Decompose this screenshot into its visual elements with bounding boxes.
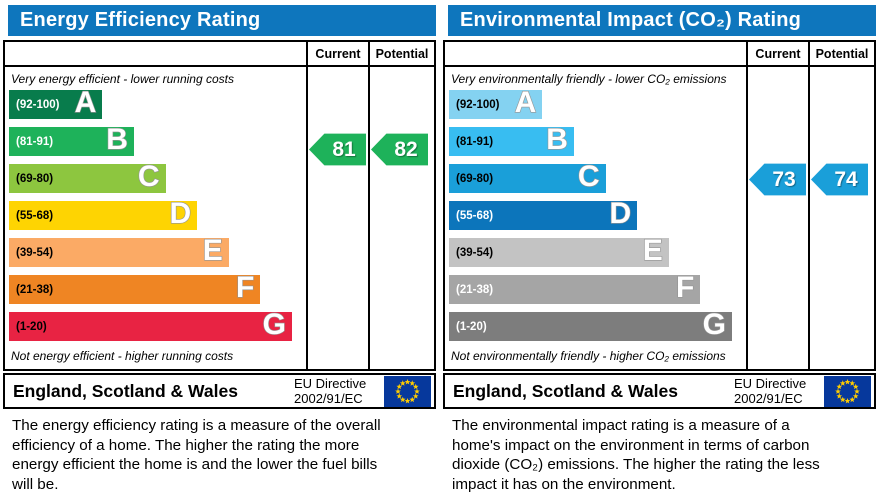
energy-rating-table: Current Potential Very energy efficient … [3, 40, 436, 371]
energy-band-f: (21-38) F [9, 271, 261, 304]
environment-potential-value: 74 [834, 167, 858, 191]
environment-bottom-note: Not environmentally friendly - higher CO… [451, 349, 726, 363]
environment-band-d: (55-68) D [449, 197, 638, 230]
eu-directive-line1: EU Directive [294, 376, 367, 391]
band-range-label: (81-91) [16, 135, 54, 148]
environment-panel-title-bar: Environmental Impact (CO₂) Rating [448, 5, 876, 36]
energy-eu-directive: EU Directive 2002/91/EC [294, 376, 378, 406]
band-range-label: (21-38) [456, 283, 494, 296]
environment-panel-title: Environmental Impact (CO₂) Rating [460, 9, 802, 31]
environment-current-value: 73 [772, 167, 796, 191]
energy-band-c: (69-80) C [9, 160, 166, 193]
band-letter: B [106, 123, 129, 156]
band-letter: A [514, 86, 537, 119]
energy-footer: England, Scotland & Wales EU Directive 2… [3, 373, 436, 409]
environment-band-b: (81-91) B [449, 123, 574, 156]
band-range-label: (55-68) [456, 209, 494, 222]
band-range-label: (1-20) [456, 320, 487, 333]
band-letter: G [262, 308, 287, 341]
eu-directive-line1: EU Directive [734, 376, 807, 391]
energy-top-note: Very energy efficient - lower running co… [11, 72, 234, 86]
energy-description-text: The energy efficiency rating is a measur… [12, 417, 381, 493]
band-letter: F [675, 271, 695, 304]
environment-current-rating-arrow: 73 [749, 163, 806, 196]
band-letter: F [235, 271, 255, 304]
band-range-label: (39-54) [16, 246, 54, 259]
band-letter: D [169, 197, 192, 230]
energy-band-e: (39-54) E [9, 234, 229, 267]
environment-top-note: Very environmentally friendly - lower CO… [451, 72, 727, 86]
energy-band-d: (55-68) D [9, 197, 198, 230]
band-letter: D [609, 197, 632, 230]
band-range-label: (55-68) [16, 209, 54, 222]
energy-band-b: (81-91) B [9, 123, 134, 156]
band-letter: C [137, 160, 160, 193]
band-range-label: (92-100) [456, 98, 500, 111]
environment-band-e: (39-54) E [449, 234, 669, 267]
energy-potential-rating-arrow: 82 [371, 133, 428, 166]
environmental-impact-panel: Environmental Impact (CO₂) Rating Curren… [443, 5, 876, 493]
band-range-label: (21-38) [16, 283, 54, 296]
energy-current-cell: 81 [306, 67, 368, 369]
environment-band-a: (92-100) A [449, 86, 543, 119]
environment-band-c: (69-80) C [449, 160, 606, 193]
environment-current-cell: 73 [746, 67, 808, 369]
energy-potential-value: 82 [394, 137, 418, 161]
environment-band-f: (21-38) F [449, 271, 701, 304]
band-letter: A [74, 86, 97, 119]
band-range-label: (81-91) [456, 135, 494, 148]
environment-band-g: (1-20) G [449, 308, 732, 341]
eu-directive-line2: 2002/91/EC [734, 391, 803, 406]
environment-potential-cell: 74 [808, 67, 874, 369]
energy-current-column-header: Current [306, 42, 368, 67]
energy-efficiency-panel: Energy Efficiency Rating Current Potenti… [3, 5, 436, 493]
eu-flag-icon [824, 375, 871, 407]
energy-region-label: England, Scotland & Wales [13, 380, 238, 401]
environment-band-area: Very environmentally friendly - lower CO… [445, 67, 746, 369]
band-range-label: (39-54) [456, 246, 494, 259]
energy-current-value: 81 [332, 137, 356, 161]
environment-footer: England, Scotland & Wales EU Directive 2… [443, 373, 876, 409]
band-range-label: (92-100) [16, 98, 60, 111]
eu-flag-icon [384, 375, 431, 407]
energy-band-g: (1-20) G [9, 308, 292, 341]
energy-potential-column-header: Potential [368, 42, 434, 67]
energy-header-spacer [5, 42, 306, 67]
band-letter: E [202, 234, 223, 267]
environment-potential-column-header: Potential [808, 42, 874, 67]
energy-band-a: (92-100) A [9, 86, 103, 119]
environment-potential-rating-arrow: 74 [811, 163, 868, 196]
energy-band-area: Very energy efficient - lower running co… [5, 67, 306, 369]
band-range-label: (69-80) [456, 172, 494, 185]
band-range-label: (1-20) [16, 320, 47, 333]
band-letter: C [577, 160, 600, 193]
band-range-label: (69-80) [16, 172, 54, 185]
environment-region-label: England, Scotland & Wales [453, 380, 678, 401]
energy-panel-title: Energy Efficiency Rating [20, 9, 261, 31]
environment-header-spacer [445, 42, 746, 67]
band-letter: B [546, 123, 569, 156]
environment-rating-table: Current Potential Very environmentally f… [443, 40, 876, 371]
energy-current-rating-arrow: 81 [309, 133, 366, 166]
environment-eu-directive: EU Directive 2002/91/EC [734, 376, 818, 406]
environment-current-column-header: Current [746, 42, 808, 67]
energy-bottom-note: Not energy efficient - higher running co… [11, 349, 234, 363]
band-letter: G [702, 308, 727, 341]
energy-potential-cell: 82 [368, 67, 434, 369]
band-letter: E [642, 234, 663, 267]
energy-panel-title-bar: Energy Efficiency Rating [8, 5, 436, 36]
environment-description-text: The environmental impact rating is a mea… [452, 417, 820, 493]
eu-directive-line2: 2002/91/EC [294, 391, 363, 406]
